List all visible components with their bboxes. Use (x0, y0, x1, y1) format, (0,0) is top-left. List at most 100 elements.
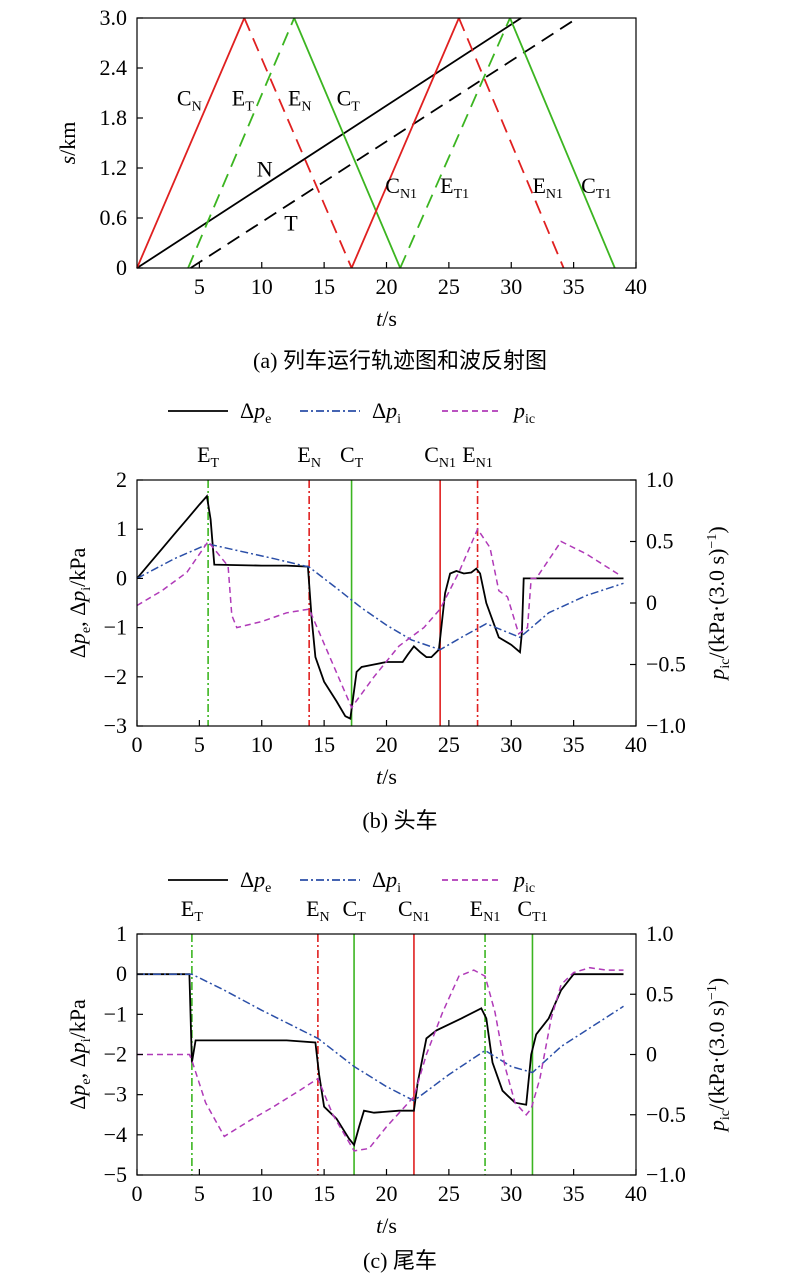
x-axis-label: t/s (376, 306, 397, 331)
text-part: /(kPa·(3.0 s) (704, 1000, 729, 1110)
series-line-delta-pi (137, 973, 624, 1102)
text-part: E (462, 442, 475, 467)
text-part: ic (718, 1110, 733, 1120)
panel-b-caption: (b) 头车 (362, 808, 437, 833)
x-tick-label: 25 (438, 274, 460, 299)
text-part: C (340, 442, 355, 467)
series-line-en (243, 17, 353, 269)
text-part: ic (525, 412, 535, 427)
x-tick-label: 20 (376, 274, 398, 299)
x-tick-label: 35 (563, 1181, 585, 1206)
line-label-cn: CN (177, 86, 202, 115)
plot-frame (136, 17, 637, 269)
marker-label-en: EN (297, 442, 321, 471)
legend-label-pe: Δpe (240, 398, 271, 427)
series-line-pic (137, 966, 624, 1152)
text-part: E (181, 896, 194, 921)
y-tick-label: 0.6 (100, 205, 128, 230)
text-part: T (357, 910, 366, 925)
y-tick-label: −2 (104, 664, 127, 689)
y-axis-label: Δpe, Δpi/kPa (65, 548, 94, 659)
text-part: C (385, 173, 400, 198)
y-tick-label: −3 (104, 1082, 127, 1107)
text-part: p (65, 1042, 90, 1055)
x-tick-label: 35 (563, 274, 585, 299)
x-tick-label: 5 (194, 1181, 205, 1206)
text-part: T1 (454, 187, 470, 202)
y-tick-label: −1 (104, 615, 127, 640)
x-tick-label: 30 (500, 1181, 522, 1206)
line-label-et: ET (232, 86, 254, 115)
text-part: /s (382, 1213, 397, 1238)
panel-c-tail-car-chart: Δpe Δpi pic ET EN CT CN1 EN1 CT1 0 5 10 15 20 25 30 35… (65, 867, 733, 1273)
legend-label-pic: pic (512, 867, 535, 896)
y-tick-label: −2 (104, 1042, 127, 1067)
panel-c-wave-markers: ET EN CT CN1 EN1 CT1 (181, 896, 548, 1175)
line-label-en: EN (288, 86, 312, 115)
text-part: C (517, 896, 532, 921)
plot-frame (136, 479, 637, 727)
legend-label-pic: pic (512, 398, 535, 427)
y-tick-label: −1 (104, 1001, 127, 1026)
x-tick-label: 40 (625, 274, 647, 299)
y-tick-label: 1.8 (100, 105, 128, 130)
x-tick-label: 10 (251, 1181, 273, 1206)
text-part: /kPa (65, 999, 90, 1038)
y-tick-label: 0 (116, 255, 127, 280)
y-tick-label: 1 (116, 516, 127, 541)
text-part: T1 (596, 187, 612, 202)
marker-label-et: ET (197, 442, 219, 471)
series-line-n (136, 17, 522, 269)
panel-a-axes: 5 10 15 20 25 30 35 40 0 0.6 1.2 1.8 2.4 3.0 t/s s/km (55, 5, 647, 331)
panel-c-caption: (c) 尾车 (363, 1248, 437, 1273)
marker-label-ct: CT (342, 896, 366, 925)
text-part: s (55, 156, 80, 165)
text-part: N1 (400, 187, 417, 202)
y-tick-label: 1 (116, 921, 127, 946)
text-part: p (65, 633, 90, 646)
text-part: N1 (439, 456, 456, 471)
y-tick-label: 0 (116, 565, 127, 590)
text-part: Δ (240, 867, 254, 892)
series-line-pic (136, 527, 622, 710)
text-part: N1 (546, 187, 563, 202)
text-part: Δ (65, 644, 90, 658)
y2-axis-label: pic/(kPa·(3.0 s)−1) (704, 526, 733, 681)
text-part: T (355, 456, 364, 471)
text-part: E (288, 86, 301, 111)
text-part: e (265, 881, 271, 896)
text-part: i (397, 412, 401, 427)
text-part: /km (55, 122, 80, 156)
text-part: Δ (372, 398, 386, 423)
panel-c-legend: Δpe Δp i pic (168, 867, 535, 896)
series-line-cn (136, 17, 246, 269)
legend-label-pe: Δpe (240, 867, 271, 896)
line-label-t: T (284, 211, 298, 236)
legend-label-pi: Δpi (372, 398, 401, 427)
text-part: p (704, 1120, 729, 1133)
text-part: −1 (705, 534, 720, 549)
text-part: t (376, 764, 383, 789)
text-part: Δ (65, 1096, 90, 1110)
text-part: C (337, 86, 352, 111)
marker-label-cn1: CN1 (424, 442, 456, 471)
y-tick-label: 3.0 (100, 5, 128, 30)
text-part: E (470, 896, 483, 921)
y2-tick-label: 1.0 (646, 467, 674, 492)
series-line-ct (293, 17, 402, 269)
text-part: i (397, 881, 401, 896)
panel-b-plot-lines (136, 494, 624, 720)
text-part: t (376, 306, 383, 331)
text-part: /s (382, 306, 397, 331)
text-part: E (306, 896, 319, 921)
text-part: C (177, 86, 192, 111)
x-tick-label: 25 (438, 732, 460, 757)
text-part: e (79, 627, 94, 633)
x-tick-label: 15 (313, 732, 335, 757)
series-line-cn1 (350, 17, 460, 269)
text-part: T (351, 100, 360, 115)
marker-label-en1: EN1 (470, 896, 501, 925)
text-part: p (512, 867, 525, 892)
